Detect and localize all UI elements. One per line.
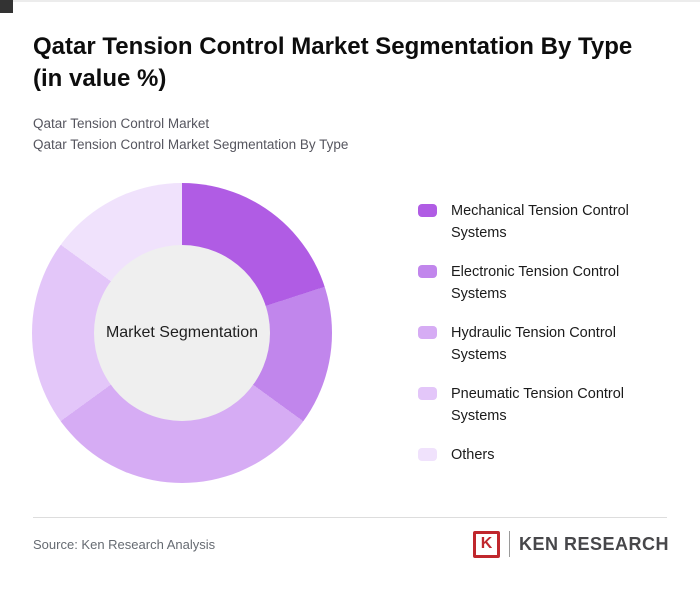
chart-subtitle-2: Qatar Tension Control Market Segmentatio…	[33, 137, 349, 152]
page-title: Qatar Tension Control Market Segmentatio…	[33, 31, 678, 95]
legend-item: Electronic Tension Control Systems	[418, 261, 658, 305]
legend-item: Others	[418, 444, 658, 466]
legend-item: Mechanical Tension Control Systems	[418, 200, 658, 244]
chart-subtitle-1: Qatar Tension Control Market	[33, 116, 210, 131]
corner-artifact	[0, 0, 13, 13]
legend-label: Electronic Tension Control Systems	[451, 264, 620, 302]
logo-wordmark: KEN RESEARCH	[518, 533, 669, 554]
source-text: Source: Ken Research Analysis	[33, 536, 216, 552]
footer-divider	[33, 517, 667, 518]
top-divider	[0, 0, 700, 2]
legend-label: Others	[451, 447, 495, 463]
logo-k-box: K	[472, 530, 500, 558]
logo-k-letter: K	[480, 535, 493, 552]
legend-item: Hydraulic Tension Control Systems	[418, 322, 658, 366]
legend-item: Pneumatic Tension Control Systems	[418, 383, 658, 427]
logo-separator	[508, 531, 510, 557]
legend-label: Hydraulic Tension Control Systems	[451, 325, 616, 363]
legend-swatch	[418, 204, 437, 217]
donut-chart-wrapper: Market Segmentation	[32, 183, 332, 483]
legend-label: Mechanical Tension Control Systems	[451, 203, 629, 241]
legend-swatch	[418, 265, 437, 278]
legend: Mechanical Tension Control Systems Electr…	[418, 200, 658, 466]
legend-swatch	[418, 387, 437, 400]
donut-center-label: Market Segmentation	[105, 324, 259, 341]
legend-label: Pneumatic Tension Control Systems	[451, 386, 625, 424]
footer: Source: Ken Research Analysis K KEN RESE…	[33, 527, 669, 561]
page-title-line-1: Qatar Tension Control Market Segmentatio…	[33, 33, 633, 60]
legend-swatch	[418, 326, 437, 339]
donut-hole: Market Segmentation	[94, 245, 270, 421]
chart-subtitles: Qatar Tension Control Market Qatar Tensi…	[33, 113, 348, 155]
ken-research-logo: K KEN RESEARCH	[472, 530, 669, 558]
page-title-line-2: (in value %)	[33, 65, 167, 92]
legend-swatch	[418, 448, 437, 461]
